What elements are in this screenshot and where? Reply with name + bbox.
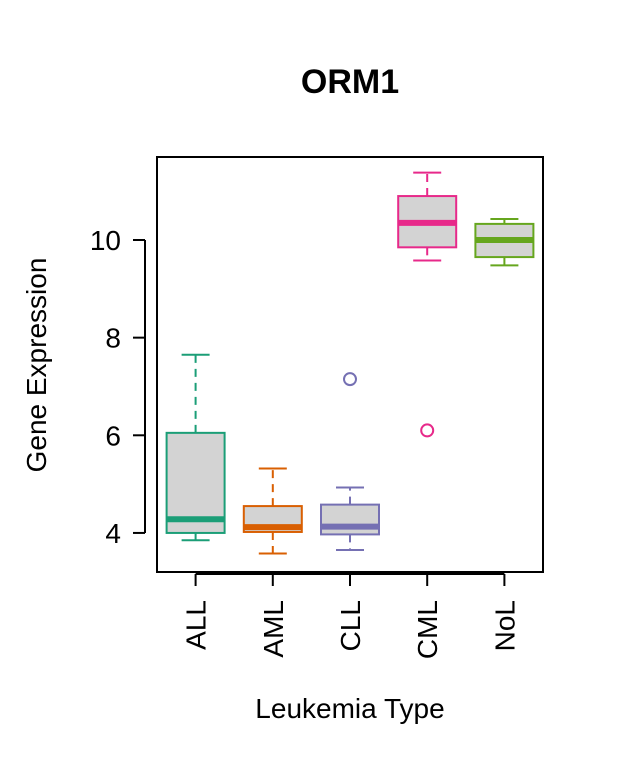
box-group-nol <box>474 218 535 267</box>
outlier-point <box>420 423 435 438</box>
plot-frame <box>156 156 544 573</box>
x-tick-label: CLL <box>335 600 366 651</box>
x-tick-label: CML <box>412 600 443 659</box>
y-axis: 4 6 8 10 <box>90 225 146 549</box>
box-iqr <box>165 431 226 534</box>
x-tick-label: NoL <box>489 600 520 651</box>
box-iqr <box>320 503 380 536</box>
y-axis-title: Gene Expression <box>21 258 52 473</box>
box-group-cml <box>397 171 458 438</box>
box-group-cll <box>320 372 380 552</box>
box-group-all <box>165 353 226 542</box>
box-group-aml <box>242 467 303 555</box>
x-axis-title: Leukemia Type <box>255 693 444 724</box>
boxes-layer <box>165 171 535 555</box>
y-tick-label: 4 <box>105 518 121 549</box>
x-tick-label: AML <box>258 600 289 658</box>
x-tick-label: ALL <box>181 600 212 650</box>
y-tick-label: 10 <box>90 225 121 256</box>
y-tick-label: 8 <box>105 323 121 354</box>
outlier-point <box>343 372 357 387</box>
x-axis: ALL AML CLL CML NoL <box>181 573 520 659</box>
y-tick-label: 6 <box>105 420 121 451</box>
chart-title: ORM1 <box>301 63 399 101</box>
